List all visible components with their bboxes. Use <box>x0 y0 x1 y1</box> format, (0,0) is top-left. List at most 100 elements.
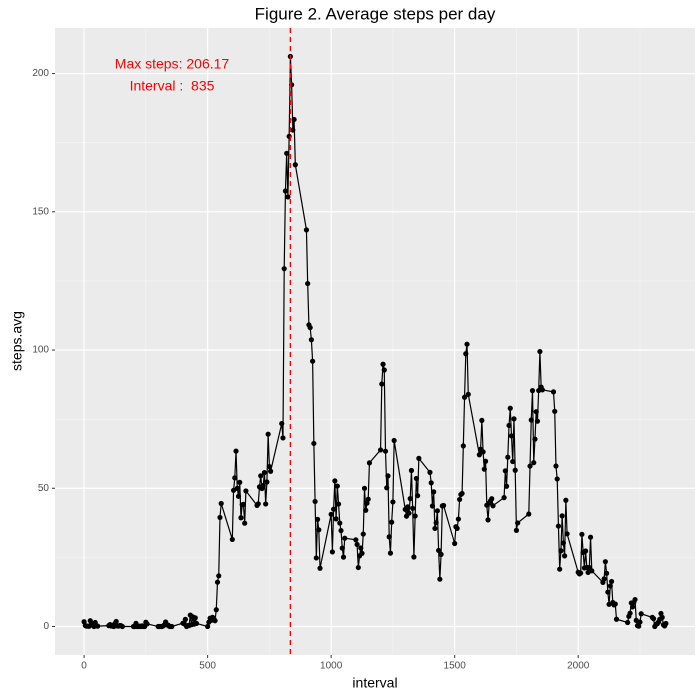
data-point <box>612 601 618 607</box>
data-point <box>214 579 221 585</box>
data-point <box>501 495 507 501</box>
data-point <box>604 570 610 576</box>
data-point <box>263 501 269 507</box>
data-point <box>529 388 536 394</box>
data-point <box>279 421 285 427</box>
data-point <box>480 449 486 455</box>
data-point <box>428 480 434 486</box>
data-point <box>528 417 534 423</box>
data-point <box>113 618 119 625</box>
y-axis-title: steps.avg <box>9 311 25 371</box>
data-point <box>564 531 570 537</box>
data-point <box>316 527 322 533</box>
data-point <box>281 266 287 272</box>
data-point <box>659 614 665 620</box>
data-point <box>510 458 516 465</box>
data-point <box>119 623 125 630</box>
data-point <box>182 616 188 622</box>
x-tick-label: 0 <box>81 661 87 672</box>
data-point <box>650 616 657 622</box>
data-point <box>557 566 563 572</box>
data-point <box>552 408 558 414</box>
data-point <box>405 504 411 510</box>
data-point <box>335 501 342 507</box>
data-point <box>440 502 447 509</box>
data-point <box>436 547 442 554</box>
data-point <box>533 409 539 415</box>
data-point <box>389 519 395 525</box>
data-point <box>613 616 620 622</box>
plot-panel <box>55 28 695 655</box>
data-point <box>531 460 537 466</box>
data-point <box>364 500 370 506</box>
data-point <box>629 604 636 610</box>
data-point <box>328 511 334 517</box>
data-point <box>285 194 291 200</box>
data-point <box>363 507 369 513</box>
data-point <box>558 548 564 554</box>
data-point <box>413 475 419 482</box>
x-tick-label: 2000 <box>567 661 590 672</box>
data-point <box>265 431 271 437</box>
y-tick-label: 50 <box>38 483 50 494</box>
data-point <box>332 478 338 484</box>
data-point <box>563 497 569 503</box>
data-point <box>505 454 511 460</box>
data-point <box>476 452 482 458</box>
data-point <box>460 443 466 449</box>
data-point <box>255 501 261 507</box>
data-point <box>490 503 496 509</box>
data-point <box>503 483 510 489</box>
data-point <box>638 611 644 617</box>
data-point <box>314 516 321 522</box>
data-point <box>511 416 517 422</box>
data-point <box>334 483 340 489</box>
data-point <box>508 433 515 439</box>
data-point <box>550 389 557 395</box>
data-point <box>359 550 365 556</box>
data-point <box>412 513 418 519</box>
data-point <box>431 489 437 495</box>
data-point <box>237 479 243 485</box>
data-point <box>632 596 638 603</box>
data-point <box>144 621 150 627</box>
data-point <box>489 496 495 502</box>
data-point <box>205 623 211 630</box>
data-point <box>485 517 491 523</box>
data-point <box>601 576 607 582</box>
data-point <box>415 493 421 499</box>
data-point <box>602 559 608 565</box>
data-point <box>479 417 485 423</box>
data-point <box>212 618 218 624</box>
data-point <box>305 280 311 287</box>
data-point <box>433 520 439 526</box>
data-point <box>340 554 347 560</box>
data-point <box>169 623 175 630</box>
data-point <box>342 535 348 541</box>
data-point <box>464 341 470 347</box>
data-point <box>308 337 314 343</box>
data-point <box>465 391 471 397</box>
data-point <box>438 551 444 557</box>
data-point <box>361 485 368 491</box>
data-point <box>432 525 438 532</box>
data-point <box>437 576 443 582</box>
data-point <box>454 525 460 531</box>
data-point <box>555 523 562 529</box>
data-point <box>243 488 249 494</box>
data-point <box>217 514 223 521</box>
data-point <box>385 473 391 479</box>
data-point <box>663 620 669 627</box>
data-point <box>310 358 316 364</box>
data-point <box>481 466 487 472</box>
data-point <box>331 506 337 512</box>
data-point <box>379 381 385 387</box>
data-point <box>627 610 633 616</box>
data-point <box>268 468 274 474</box>
data-point <box>233 448 239 454</box>
data-point <box>410 505 416 511</box>
data-point <box>527 463 533 469</box>
annotation: Interval : 835 <box>130 78 215 94</box>
data-point <box>329 549 335 555</box>
